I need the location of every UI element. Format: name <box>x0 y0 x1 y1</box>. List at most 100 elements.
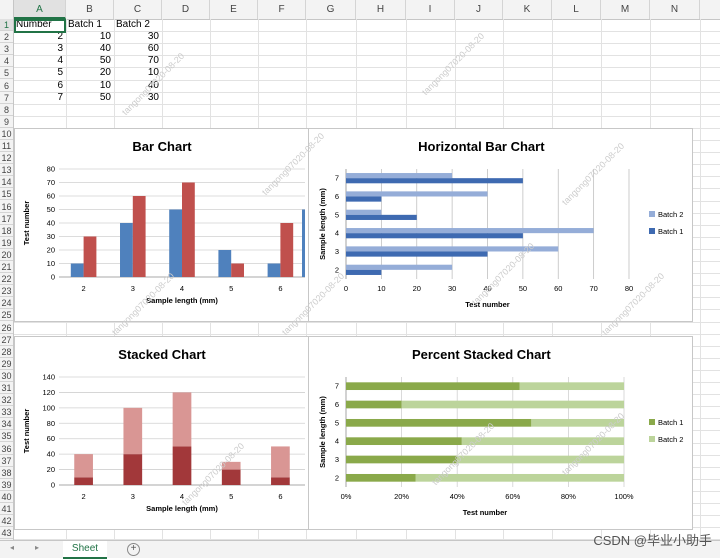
y-tick-label: 20 <box>47 246 55 255</box>
row-header-37[interactable]: 37 <box>0 455 13 467</box>
row-header-bar[interactable]: 1 2 3 4 5 6 7 8 9 10 11 12 13 14 15 16 17 18 19 20 21 22 23 24 2… <box>0 19 14 540</box>
row-header-3[interactable]: 3 <box>0 43 13 56</box>
row-header-42[interactable]: 42 <box>0 516 13 528</box>
column-header-M[interactable]: M <box>601 0 650 19</box>
column-header-I[interactable]: I <box>406 0 455 19</box>
row-header-26[interactable]: 26 <box>0 322 13 334</box>
data-cell[interactable]: 40 <box>99 43 111 55</box>
data-cell[interactable]: 30 <box>147 91 159 103</box>
column-header-K[interactable]: K <box>503 0 552 19</box>
column-header-G[interactable]: G <box>306 0 356 19</box>
row-header-22[interactable]: 22 <box>0 274 13 286</box>
row-header-16[interactable]: 16 <box>0 201 13 213</box>
row-header-10[interactable]: 10 <box>0 128 13 140</box>
data-cell[interactable]: 3 <box>57 43 63 55</box>
bar-chart[interactable]: Bar Chart 0 10 20 30 40 50 60 70 80 2 3 4 5 6 Sample le… <box>14 128 310 322</box>
column-header-E[interactable]: E <box>210 0 258 19</box>
row-header-34[interactable]: 34 <box>0 419 13 431</box>
add-sheet-button[interactable]: + <box>127 543 140 556</box>
data-cell[interactable]: 20 <box>99 67 111 79</box>
column-header-D[interactable]: D <box>162 0 210 19</box>
percent-stacked-chart[interactable]: Percent Stacked Chart 0% 20% 40% 60% 80% 100% 2… <box>308 336 693 530</box>
row-header-25[interactable]: 25 <box>0 310 13 322</box>
row-header-14[interactable]: 14 <box>0 177 13 189</box>
data-cell[interactable]: 10 <box>99 79 111 91</box>
column-header-A[interactable]: A <box>14 0 66 19</box>
row-header-8[interactable]: 8 <box>0 104 13 116</box>
stacked-chart[interactable]: Stacked Chart 0 20 40 60 80 100 120 140 2 3 4 5 6 Samp… <box>14 336 310 530</box>
y-axis-title: Test number <box>22 201 31 246</box>
row-header-2[interactable]: 2 <box>0 31 13 44</box>
x-tick-label: 70 <box>589 284 597 293</box>
column-header-C[interactable]: C <box>114 0 162 19</box>
data-cell[interactable]: 5 <box>57 67 63 79</box>
row-header-31[interactable]: 31 <box>0 383 13 395</box>
row-header-43[interactable]: 43 <box>0 528 13 540</box>
row-header-28[interactable]: 28 <box>0 346 13 358</box>
row-header-13[interactable]: 13 <box>0 165 13 177</box>
row-header-4[interactable]: 4 <box>0 55 13 68</box>
column-header-L[interactable]: L <box>552 0 601 19</box>
data-cell[interactable]: 10 <box>147 67 159 79</box>
row-header-38[interactable]: 38 <box>0 467 13 479</box>
column-header-B[interactable]: B <box>66 0 114 19</box>
row-header-9[interactable]: 9 <box>0 116 13 128</box>
header-cell[interactable]: Number <box>16 19 52 30</box>
chart-title: Horizontal Bar Chart <box>418 139 545 154</box>
prev-sheet-icon[interactable]: ◂ <box>10 543 15 552</box>
data-cell[interactable]: 70 <box>147 55 159 67</box>
row-header-41[interactable]: 41 <box>0 504 13 516</box>
header-cell[interactable]: Batch 1 <box>68 19 102 30</box>
row-header-18[interactable]: 18 <box>0 225 13 237</box>
row-header-1[interactable]: 1 <box>0 19 13 32</box>
row-header-40[interactable]: 40 <box>0 491 13 503</box>
row-header-11[interactable]: 11 <box>0 141 13 153</box>
row-header-6[interactable]: 6 <box>0 80 13 92</box>
data-cell[interactable]: 7 <box>57 91 63 103</box>
row-header-39[interactable]: 39 <box>0 479 13 491</box>
column-header-J[interactable]: J <box>455 0 503 19</box>
sheet-tab[interactable]: Sheet <box>63 541 107 559</box>
data-cell[interactable]: 10 <box>99 31 111 43</box>
next-sheet-icon[interactable]: ▸ <box>35 543 40 552</box>
x-tick-label: 4 <box>180 284 184 293</box>
data-cell[interactable]: 50 <box>99 91 111 103</box>
data-cell[interactable]: 50 <box>99 55 111 67</box>
horizontal-bar-chart[interactable]: Horizontal Bar Chart 0 10 20 30 40 50 60 70 80 2 3 4… <box>308 128 693 322</box>
data-cell[interactable]: 4 <box>57 55 63 67</box>
column-header-F[interactable]: F <box>258 0 306 19</box>
row-header-32[interactable]: 32 <box>0 395 13 407</box>
column-header-N[interactable]: N <box>650 0 700 19</box>
legend-label: Batch 2 <box>658 210 683 219</box>
row-header-20[interactable]: 20 <box>0 249 13 261</box>
bar-batch-2 <box>457 455 624 464</box>
row-header-33[interactable]: 33 <box>0 407 13 419</box>
row-header-24[interactable]: 24 <box>0 298 13 310</box>
row-header-12[interactable]: 12 <box>0 153 13 165</box>
data-cell[interactable]: 2 <box>57 31 63 43</box>
row-header-17[interactable]: 17 <box>0 213 13 225</box>
row-header-15[interactable]: 15 <box>0 189 13 201</box>
row-header-35[interactable]: 35 <box>0 431 13 443</box>
row-header-7[interactable]: 7 <box>0 92 13 104</box>
row-header-19[interactable]: 19 <box>0 237 13 249</box>
row-header-23[interactable]: 23 <box>0 286 13 298</box>
row-header-36[interactable]: 36 <box>0 443 13 455</box>
bar-batch-2 <box>346 173 453 179</box>
row-header-30[interactable]: 30 <box>0 370 13 382</box>
y-tick-label: 2 <box>335 473 339 482</box>
header-cell[interactable]: Batch 2 <box>116 19 150 30</box>
row-header-21[interactable]: 21 <box>0 262 13 274</box>
row-header-29[interactable]: 29 <box>0 358 13 370</box>
row-header-5[interactable]: 5 <box>0 67 13 80</box>
data-cell[interactable]: 6 <box>57 79 63 91</box>
row-header-27[interactable]: 27 <box>0 334 13 346</box>
data-cell[interactable]: 40 <box>147 79 159 91</box>
data-cell[interactable]: 30 <box>147 31 159 43</box>
x-tick-label: 5 <box>229 492 233 501</box>
data-cell[interactable]: 60 <box>147 43 159 55</box>
select-all-corner[interactable] <box>0 0 14 19</box>
column-header-H[interactable]: H <box>356 0 406 19</box>
